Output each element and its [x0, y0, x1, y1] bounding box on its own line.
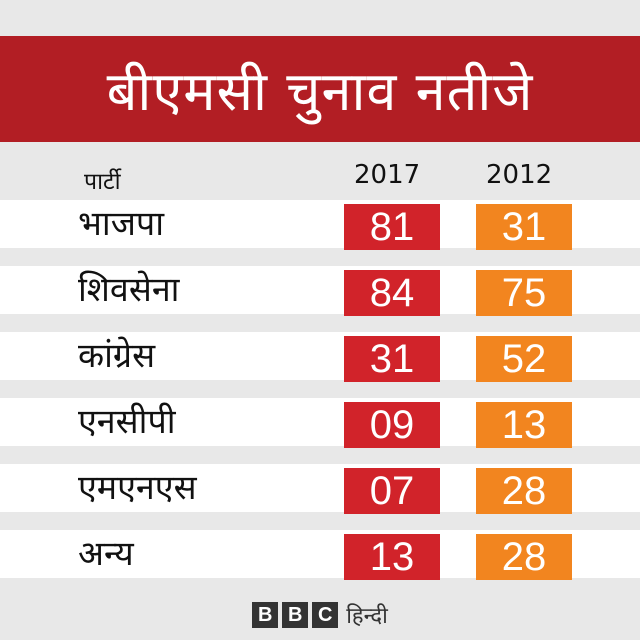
- party-name: एमएनएस: [78, 468, 197, 508]
- seats-2012: 28: [476, 534, 572, 580]
- bbc-letter: B: [252, 602, 279, 628]
- column-header-party: पार्टी: [84, 169, 121, 195]
- brand-hindi: हिन्दी: [346, 604, 388, 629]
- seats-2017: 09: [344, 402, 440, 448]
- results-table: भाजपा 81 31 शिवसेना 84 75 कांग्रेस 31 52 एनसीपी 09…: [0, 200, 640, 596]
- column-header-2017: 2017: [354, 160, 421, 190]
- table-row: अन्य 13 28: [0, 530, 640, 580]
- party-name: भाजपा: [78, 204, 165, 244]
- table-row: एनसीपी 09 13: [0, 398, 640, 448]
- table-row: एमएनएस 07 28: [0, 464, 640, 514]
- seats-2012: 31: [476, 204, 572, 250]
- party-name: शिवसेना: [78, 270, 180, 310]
- seats-2012: 52: [476, 336, 572, 382]
- seats-2017: 84: [344, 270, 440, 316]
- seats-2017: 13: [344, 534, 440, 580]
- party-name: अन्य: [78, 534, 134, 574]
- table-row: शिवसेना 84 75: [0, 266, 640, 316]
- table-row: कांग्रेस 31 52: [0, 332, 640, 382]
- column-header-2012: 2012: [486, 160, 553, 190]
- party-name: एनसीपी: [78, 402, 176, 442]
- bbc-letter: B: [282, 602, 309, 628]
- seats-2017: 81: [344, 204, 440, 250]
- seats-2017: 07: [344, 468, 440, 514]
- bbc-hindi-logo: B B C हिन्दी: [0, 598, 640, 632]
- seats-2012: 75: [476, 270, 572, 316]
- seats-2012: 28: [476, 468, 572, 514]
- seats-2017: 31: [344, 336, 440, 382]
- bbc-letter: C: [312, 602, 339, 628]
- table-header: पार्टी 2017 2012: [0, 150, 640, 200]
- seats-2012: 13: [476, 402, 572, 448]
- party-name: कांग्रेस: [78, 336, 156, 376]
- chart-title: बीएमसी चुनाव नतीजे: [0, 36, 640, 142]
- table-row: भाजपा 81 31: [0, 200, 640, 250]
